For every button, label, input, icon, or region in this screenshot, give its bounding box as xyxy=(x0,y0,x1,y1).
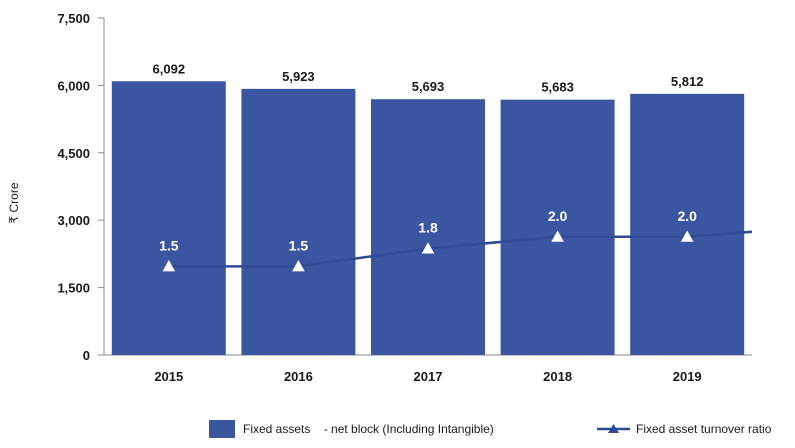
bar-2017 xyxy=(371,99,485,355)
ratio-marker xyxy=(421,242,435,254)
ratio-marker xyxy=(551,230,565,242)
bar-2016 xyxy=(241,88,356,355)
y-tick-label: 6,000 xyxy=(57,78,90,93)
label-layer: 6,092 5,923 5,693 5,683 5,812 1.5 1.5 1.8 2.0 2.0 xyxy=(153,61,704,253)
ratio-value-label: 2.0 xyxy=(677,208,697,224)
bar-value-label: 5,683 xyxy=(541,80,574,95)
bar-layer xyxy=(111,81,745,356)
ratio-value-label: 1.5 xyxy=(289,237,309,253)
y-tick-label: 3,000 xyxy=(57,213,90,228)
x-tick-label: 2016 xyxy=(284,369,313,384)
bar-value-label: 5,812 xyxy=(671,74,704,89)
x-tick-label: 2018 xyxy=(543,369,572,384)
bar-value-label: 6,092 xyxy=(153,61,186,76)
ratio-value-label: 1.8 xyxy=(418,220,438,236)
x-tick-label: 2017 xyxy=(414,369,443,384)
y-tick-label: 1,500 xyxy=(57,281,90,296)
legend-bar-label: Fixed assets - net block (Including Inta… xyxy=(243,422,494,436)
legend-bar-swatch xyxy=(209,420,235,438)
bar-2019 xyxy=(630,93,745,355)
ratio-line xyxy=(168,230,753,268)
bar-2018 xyxy=(500,99,615,356)
ratio-value-label: 1.5 xyxy=(159,237,179,253)
axis-layer: 0 1,500 3,000 4,500 6,000 7,500 2015 2016 2017 20… xyxy=(57,11,752,384)
y-tick-label: 4,500 xyxy=(57,146,90,161)
bar-2015 xyxy=(111,81,226,355)
bar-value-label: 5,923 xyxy=(282,69,315,84)
ratio-marker xyxy=(680,230,694,242)
y-tick-label: 0 xyxy=(83,348,90,363)
line-layer xyxy=(162,230,753,272)
bar-value-label: 5,693 xyxy=(412,79,445,94)
legend: Fixed assets - net block (Including Inta… xyxy=(209,420,772,438)
y-axis-title: ₹ Crore xyxy=(7,182,21,223)
ratio-marker xyxy=(162,259,176,272)
legend-line-label: Fixed asset turnover ratio xyxy=(636,422,772,436)
legend-line-marker xyxy=(608,424,619,433)
y-tick-label: 7,500 xyxy=(57,11,90,26)
ratio-value-label: 2.0 xyxy=(548,208,568,224)
ratio-marker xyxy=(291,259,305,272)
x-tick-label: 2015 xyxy=(154,369,183,384)
x-tick-label: 2019 xyxy=(673,369,702,384)
